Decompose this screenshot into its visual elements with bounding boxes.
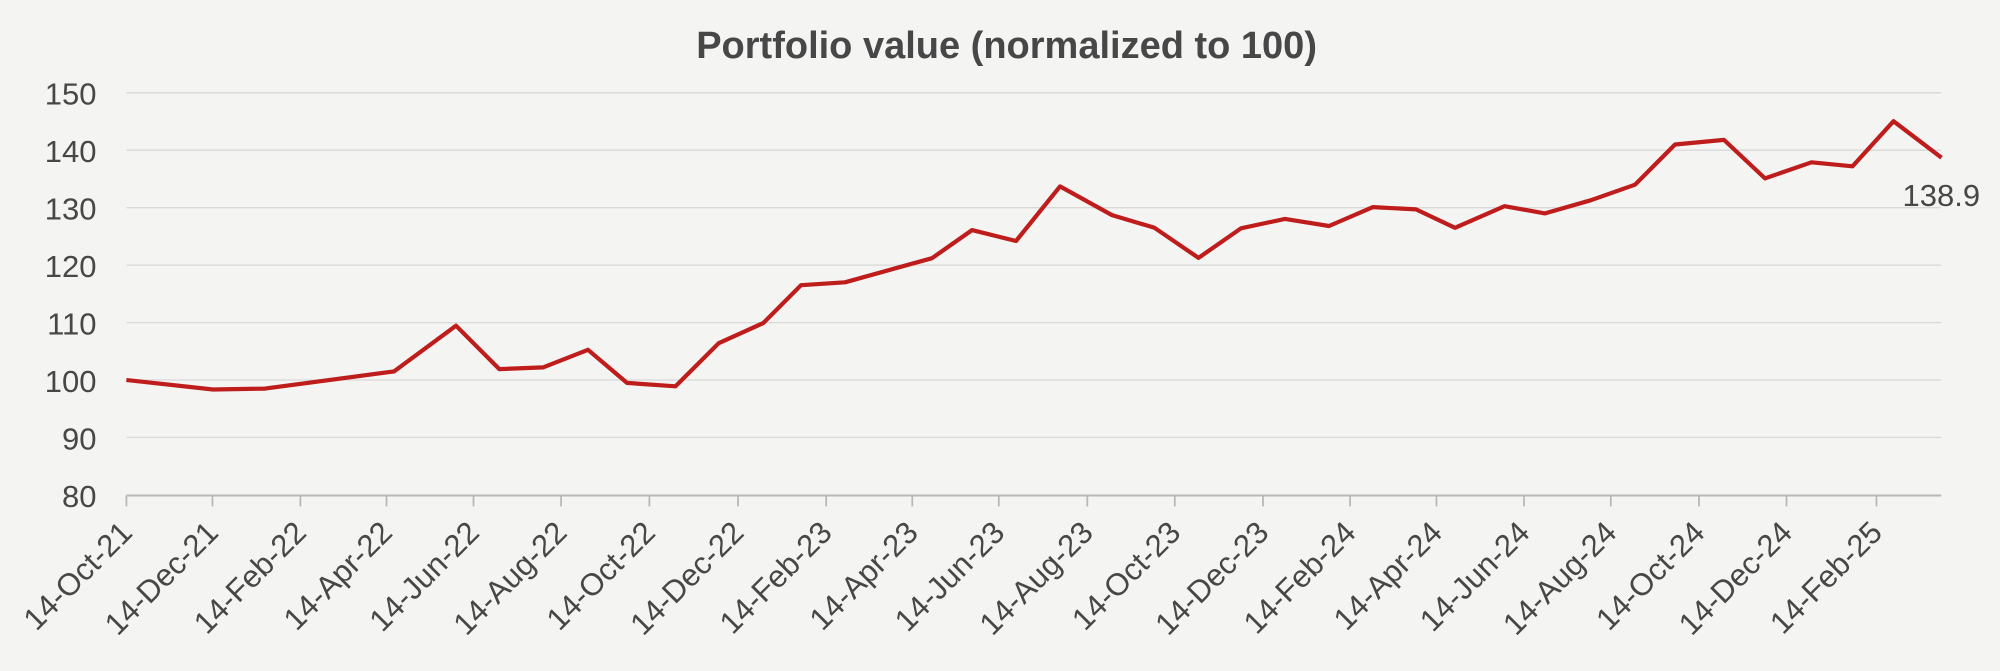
- svg-text:140: 140: [45, 134, 97, 169]
- svg-text:80: 80: [62, 479, 96, 514]
- svg-text:130: 130: [45, 192, 97, 227]
- svg-text:150: 150: [45, 77, 97, 112]
- svg-text:Portfolio value (normalized to: Portfolio value (normalized to 100): [696, 25, 1317, 67]
- svg-text:110: 110: [47, 306, 96, 341]
- svg-text:100: 100: [45, 364, 97, 399]
- svg-text:120: 120: [45, 249, 97, 284]
- svg-text:90: 90: [62, 421, 96, 456]
- svg-text:138.9: 138.9: [1903, 178, 1981, 213]
